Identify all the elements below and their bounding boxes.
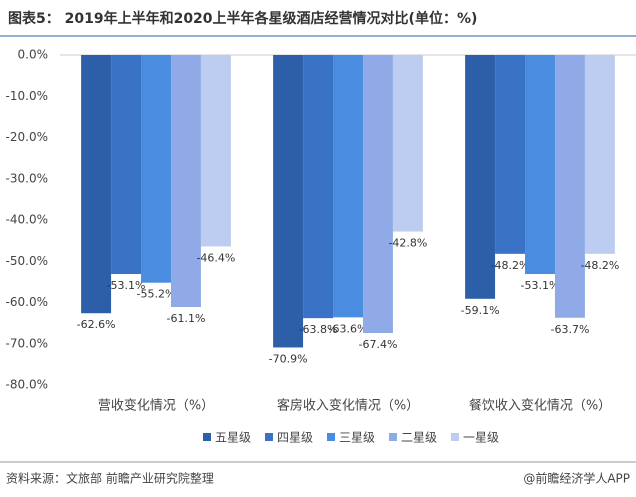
bar (584, 55, 615, 254)
legend-label: 一星级 (463, 431, 499, 445)
y-tick-label: -40.0% (6, 213, 48, 227)
value-label: -46.4% (196, 251, 235, 264)
x-tick-label: 营收变化情况（%） (98, 398, 214, 414)
value-label: -70.9% (269, 352, 308, 365)
legend-swatch (265, 433, 273, 441)
y-tick-label: -80.0% (6, 378, 48, 392)
value-label: -61.1% (166, 312, 205, 325)
bar (141, 55, 171, 283)
value-label: -55.2% (137, 288, 176, 301)
legend-swatch (451, 433, 459, 441)
value-label: -48.2% (580, 259, 619, 272)
legend-swatch (203, 433, 211, 441)
bar (495, 55, 526, 254)
value-label: -53.1% (107, 279, 146, 292)
legend-label: 二星级 (401, 431, 437, 445)
legend-label: 三星级 (339, 431, 375, 445)
bar (465, 55, 496, 299)
bar (81, 55, 112, 314)
bar (303, 55, 334, 319)
y-tick-label: -70.0% (6, 336, 48, 350)
legend-label: 五星级 (215, 431, 251, 445)
chart-title: 图表5： 2019年上半年和2020上半年各星级酒店经营情况对比(单位：%) (8, 10, 477, 27)
legend-swatch (389, 433, 397, 441)
bar (273, 55, 304, 348)
legend-label: 四星级 (277, 431, 313, 445)
value-label: -63.6% (329, 322, 368, 335)
y-tick-label: -60.0% (6, 295, 48, 309)
x-tick-label: 餐饮收入变化情况（%） (469, 398, 611, 414)
y-tick-label: -30.0% (6, 171, 48, 185)
legend-swatch (327, 433, 335, 441)
y-tick-label: -10.0% (6, 89, 48, 103)
bar (392, 55, 423, 232)
value-label: -48.2% (491, 259, 530, 272)
value-label: -67.4% (358, 338, 397, 351)
y-tick-label: 0.0% (18, 48, 49, 62)
bar (362, 55, 393, 334)
bar (111, 55, 142, 275)
value-label: -53.1% (521, 279, 560, 292)
bar (554, 55, 585, 318)
bar (333, 55, 363, 318)
credit: @前瞻经济学人APP (523, 471, 630, 486)
bar (200, 55, 231, 247)
value-label: -63.8% (299, 323, 338, 336)
value-label: -42.8% (388, 237, 427, 250)
y-tick-label: -50.0% (6, 254, 48, 268)
y-tick-label: -20.0% (6, 130, 48, 144)
source: 资料来源：文旅部 前瞻产业研究院整理 (6, 471, 214, 486)
value-label: -59.1% (461, 304, 500, 317)
bar (170, 55, 201, 308)
value-label: -63.7% (550, 323, 589, 336)
x-tick-label: 客房收入变化情况（%） (277, 398, 419, 414)
value-label: -62.6% (77, 318, 116, 331)
bar (525, 55, 555, 275)
